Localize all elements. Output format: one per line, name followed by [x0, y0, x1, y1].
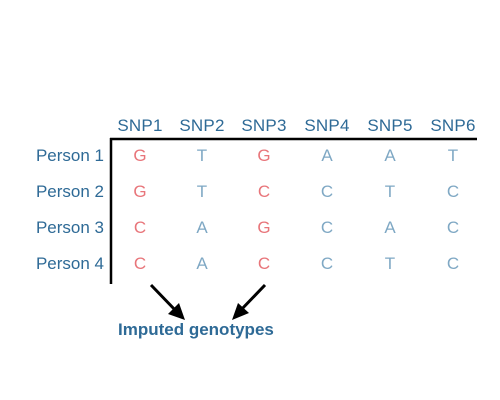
- genotype-cell: T: [384, 254, 396, 273]
- genotype-cell: C: [320, 182, 334, 201]
- genotype-cell: C: [446, 254, 460, 273]
- column-header-snp3: SNP3: [241, 116, 287, 135]
- genotype-cell: T: [196, 182, 208, 201]
- column-header-snp2: SNP2: [179, 116, 225, 135]
- column-header-snp1: SNP1: [117, 116, 163, 135]
- genotype-cell: G: [257, 218, 271, 237]
- genotype-cell: T: [196, 146, 208, 165]
- genotype-cell: G: [133, 182, 147, 201]
- arrow-left: [149, 283, 180, 315]
- column-header-snp5: SNP5: [367, 116, 413, 135]
- row-header-person-1: Person 1: [35, 146, 104, 165]
- imputed-genotypes-caption: Imputed genotypes: [118, 320, 274, 339]
- row-header-person-3: Person 3: [35, 218, 104, 237]
- genotype-cell: C: [320, 254, 334, 273]
- genotype-cell: A: [384, 218, 396, 237]
- genotype-cell: A: [384, 146, 396, 165]
- arrowhead-right-icon: [232, 303, 249, 320]
- genotype-cell: T: [447, 146, 459, 165]
- arrow-right: [237, 283, 267, 314]
- genotype-cell: C: [257, 254, 271, 273]
- genotype-cell: G: [133, 146, 147, 165]
- arrowhead-left-icon: [168, 303, 185, 320]
- genotype-cell: A: [196, 254, 208, 273]
- genotype-cell: C: [446, 182, 460, 201]
- column-header-snp4: SNP4: [304, 116, 350, 135]
- genotype-cell: T: [384, 182, 396, 201]
- row-header-person-4: Person 4: [35, 254, 104, 273]
- genotype-cell: C: [320, 218, 334, 237]
- row-header-person-2: Person 2: [35, 182, 104, 201]
- genotype-cell: G: [257, 146, 271, 165]
- genotype-cell: C: [133, 254, 147, 273]
- genotype-cell: C: [446, 218, 460, 237]
- genotype-cell: C: [133, 218, 147, 237]
- genotype-cell: A: [196, 218, 208, 237]
- column-header-snp6: SNP6: [430, 116, 476, 135]
- genotype-cell: A: [321, 146, 333, 165]
- genotype-cell: C: [257, 182, 271, 201]
